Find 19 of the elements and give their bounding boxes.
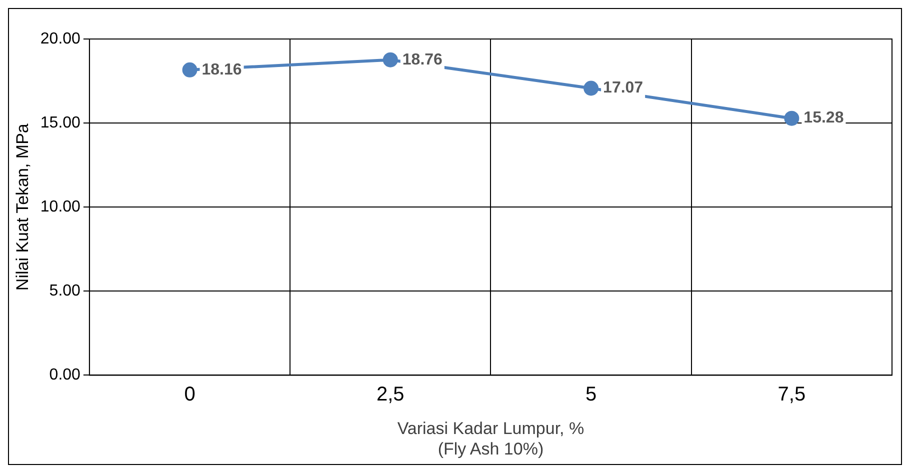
point — [382, 52, 398, 68]
point — [182, 62, 198, 78]
y-axis-title: Nilai Kuat Tekan, MPa — [12, 123, 32, 291]
data-label: 17.07 — [603, 80, 644, 97]
x-tick-label: 0 — [184, 384, 196, 406]
x-tick-label: 2,5 — [376, 384, 404, 406]
data-label: 18.76 — [402, 51, 443, 68]
data-label: 18.16 — [202, 61, 242, 78]
x-tick-label: 7,5 — [778, 384, 806, 406]
data-label: 15.28 — [804, 110, 844, 127]
x-axis-title: Variasi Kadar Lumpur, % (Fly Ash 10%) — [397, 419, 584, 458]
x-tick-label: 5 — [585, 384, 597, 406]
point — [584, 80, 599, 96]
y-tick-label: 20.00 — [40, 30, 81, 48]
y-tick-label: 0.00 — [49, 366, 81, 384]
y-tick-label: 15.00 — [40, 114, 81, 132]
y-tick-label: 5.00 — [49, 282, 81, 300]
point — [784, 110, 800, 126]
y-tick-label: 10.00 — [40, 198, 81, 216]
